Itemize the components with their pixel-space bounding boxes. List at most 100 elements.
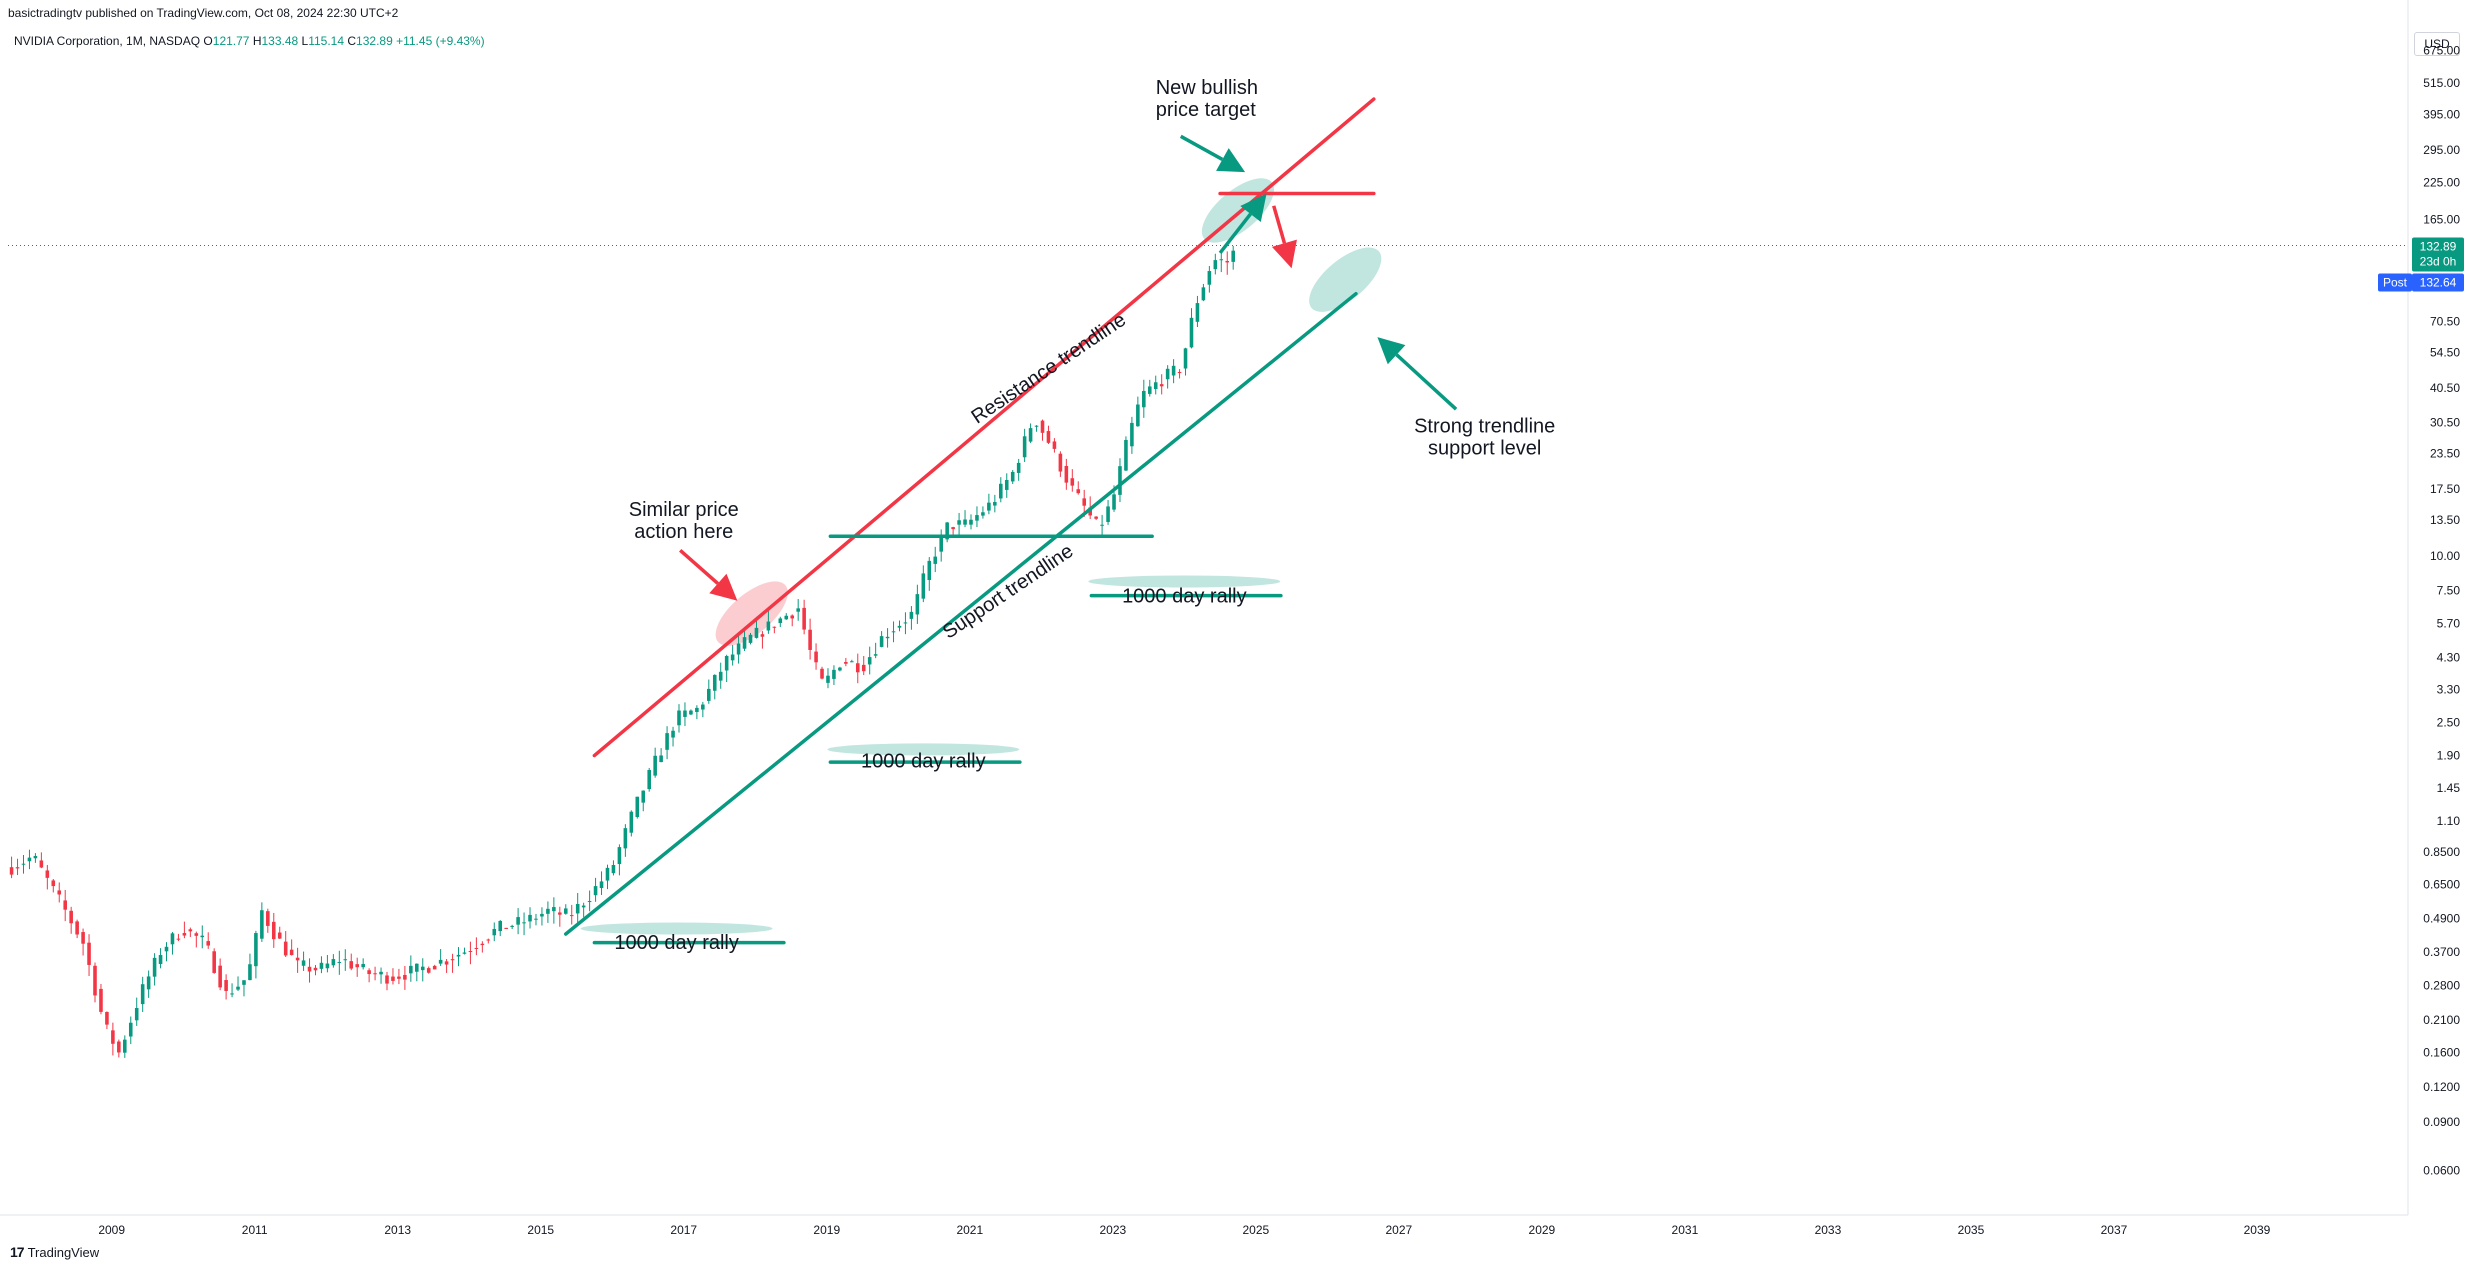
x-tick-label: 2039 — [2244, 1223, 2271, 1237]
candle-body — [45, 870, 50, 878]
candle-body — [39, 860, 44, 868]
candlesticks — [9, 245, 1235, 1058]
candle-body — [1058, 453, 1063, 472]
candle-body — [492, 928, 497, 936]
candle-body — [397, 976, 401, 979]
candle-body — [838, 667, 842, 671]
candle-body — [552, 907, 556, 912]
candle-body — [283, 941, 288, 956]
candle-body — [516, 917, 520, 925]
candle-body — [1088, 507, 1092, 516]
y-tick-label: 515.00 — [2423, 76, 2460, 90]
candle-body — [438, 959, 443, 964]
candle-body — [1213, 260, 1218, 270]
candle-body — [778, 618, 783, 624]
candle-body — [897, 625, 902, 628]
candle-body — [242, 980, 246, 985]
candle-body — [33, 855, 38, 859]
candle-body — [57, 890, 62, 895]
y-tick-label: 0.0900 — [2423, 1115, 2460, 1129]
candle-body — [123, 1039, 127, 1053]
candle-body — [987, 502, 991, 511]
candle-body — [593, 886, 598, 896]
candle-body — [426, 968, 431, 973]
candle-body — [1142, 390, 1146, 408]
candle-body — [105, 1012, 109, 1025]
tradingview-logo: 17 TradingView — [10, 1244, 99, 1260]
arrow-head — [1216, 148, 1246, 173]
y-tick-label: 0.8500 — [2423, 845, 2460, 859]
candle-body — [891, 631, 896, 633]
y-tick-label: 0.2800 — [2423, 978, 2460, 992]
close-value: 132.89 — [356, 34, 393, 48]
candle-body — [969, 519, 973, 525]
candle-body — [63, 900, 67, 910]
candle-body — [569, 915, 574, 917]
candle-body — [367, 970, 371, 975]
candle-body — [861, 664, 866, 672]
y-tick-label: 5.70 — [2437, 617, 2461, 631]
candle-body — [707, 688, 711, 701]
candle-body — [772, 626, 777, 628]
candle-body — [1094, 516, 1098, 519]
candle-body — [117, 1041, 121, 1053]
y-tick-label: 10.00 — [2430, 549, 2460, 563]
candle-body — [1136, 404, 1140, 427]
candle-body — [81, 932, 85, 944]
candle-body — [903, 622, 908, 624]
candle-body — [718, 671, 723, 681]
candle-body — [248, 964, 252, 981]
arrow-shaft — [1179, 134, 1224, 161]
candle-body — [349, 961, 354, 969]
candle-body — [1016, 462, 1021, 473]
candle-body — [1183, 348, 1188, 369]
x-tick-label: 2031 — [1672, 1223, 1699, 1237]
x-tick-label: 2021 — [956, 1223, 983, 1237]
candle-body — [9, 867, 14, 875]
candle-body — [146, 976, 151, 990]
candle-body — [69, 910, 73, 924]
time-axis[interactable]: 2009 2011 2013 2015 2017 2019 2021 2023 2025 2027… — [98, 1223, 2270, 1237]
candle-body — [528, 914, 532, 922]
candle-body — [432, 965, 437, 970]
candle-body — [218, 965, 222, 988]
candle-body — [140, 984, 145, 1005]
candle-body — [921, 573, 926, 599]
annotation-line: Support trendline — [939, 540, 1078, 643]
candle-body — [1159, 384, 1164, 387]
x-tick-label: 2013 — [384, 1223, 411, 1237]
annotation-line: 1000 day rally — [614, 932, 739, 954]
open-value: 121.77 — [212, 34, 250, 48]
y-tick-label: 30.50 — [2430, 415, 2460, 429]
candle-body — [951, 527, 955, 530]
y-tick-label: 17.50 — [2430, 482, 2460, 496]
candle-body — [170, 933, 175, 945]
candle-body — [1189, 317, 1194, 348]
candle-body — [1076, 489, 1081, 494]
candle-body — [546, 908, 550, 914]
highlight-ellipse — [715, 581, 788, 646]
candle-body — [266, 911, 270, 926]
candle-body — [409, 965, 413, 974]
annotation-text: Resistance trendline — [967, 309, 1130, 429]
highlight-ellipses — [580, 178, 1382, 935]
candle-body — [909, 611, 914, 619]
x-tick-label: 2033 — [1815, 1223, 1842, 1237]
y-tick-label: 70.50 — [2430, 315, 2460, 329]
x-tick-label: 2023 — [1099, 1223, 1126, 1237]
candle-body — [599, 881, 604, 889]
candle-body — [653, 755, 657, 776]
arrow-shaft — [1218, 212, 1252, 254]
change-value: +11.45 (+9.43%) — [396, 34, 485, 48]
candle-body — [623, 828, 628, 849]
rally-highlight-ellipse — [1088, 575, 1281, 588]
currency-button[interactable]: USD — [2414, 32, 2460, 56]
y-tick-label: 0.6500 — [2423, 877, 2460, 891]
candle-body — [671, 730, 675, 738]
candle-body — [1070, 478, 1075, 486]
price-axis[interactable]: 675.00515.00395.00295.00225.00165.0095.0… — [2423, 43, 2460, 1177]
candle-body — [379, 971, 383, 975]
candle-body — [1171, 365, 1176, 376]
